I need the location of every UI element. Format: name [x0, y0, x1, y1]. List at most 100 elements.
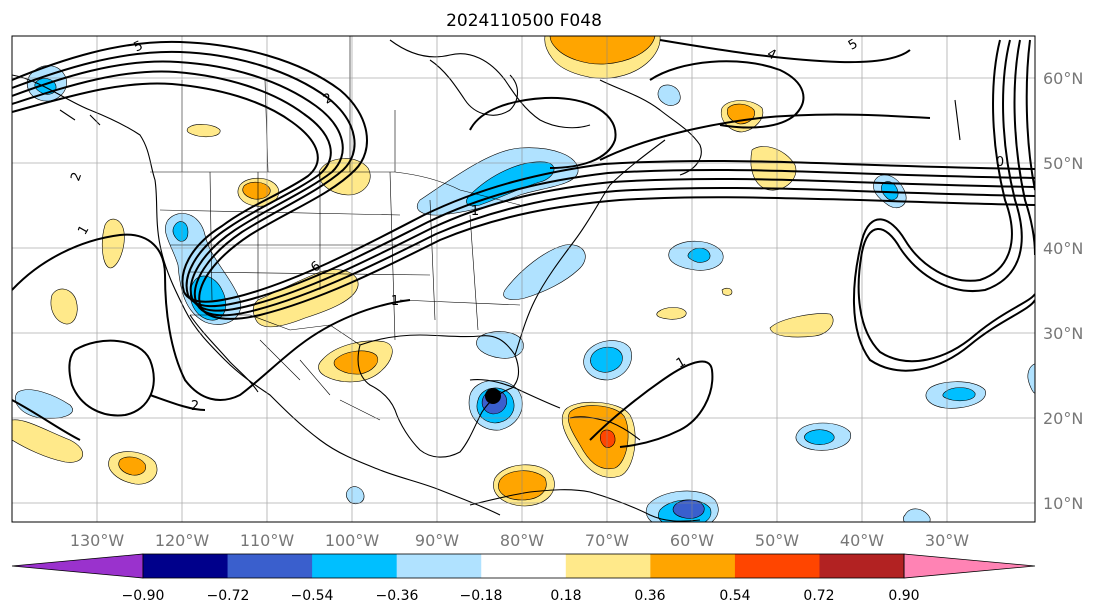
pos-anomaly-hispaniola-strong: [599, 429, 616, 448]
colorbar: [11, 553, 1036, 579]
colorbar-segment: [819, 554, 905, 578]
contour-jet-4: [12, 70, 1035, 308]
pos-anomaly-pacific-far-sw: [12, 419, 83, 463]
coastline-cuba: [469, 378, 561, 409]
colorbar-tick-label: 0.72: [803, 588, 834, 604]
contour-baja: [149, 394, 206, 411]
pos-anomaly-pac-small: [101, 218, 125, 269]
pos-anomaly-atl-2: [769, 313, 834, 338]
lon-label: 130°W: [70, 531, 125, 550]
neg-anomaly-bahamas-core: [590, 346, 623, 373]
map-title: 2024110500 F048: [446, 11, 602, 31]
neg-anomaly-central-atl-core: [804, 429, 835, 445]
pos-anomaly-pacific-mx-core: [118, 456, 146, 476]
contour-east-atl-trough-1: [853, 39, 1035, 372]
colorbar-tick-label: −0.90: [122, 588, 165, 604]
neg-anomaly-east-coast: [503, 244, 586, 300]
lat-label: 10°N: [1043, 494, 1083, 513]
lon-label: 30°W: [925, 531, 969, 550]
colorbar-segment: [312, 554, 398, 578]
colorbar-segment: [734, 554, 820, 578]
coastline-south-america: [469, 489, 701, 522]
contour-east-atl-trough-3: [1013, 39, 1035, 256]
coastline-baja: [189, 314, 259, 393]
neg-anomaly-hudson: [657, 84, 681, 106]
contour-labrador-2: [599, 113, 931, 161]
map-panel: 5 2 1 6 2 1 2 1 1 4 5 0: [12, 36, 1035, 522]
colorbar-segment: [396, 554, 482, 578]
lat-label: 50°N: [1043, 154, 1083, 173]
pos-anomaly-baja-west: [50, 288, 78, 325]
contour-labrador-1: [649, 60, 805, 129]
neg-anomaly-far-east: [1027, 363, 1035, 394]
colorbar-extend-low: [11, 553, 144, 579]
lat-label: 30°N: [1043, 324, 1083, 343]
contour-jet-3: [12, 60, 1035, 312]
coastline-pacific-islands: [59, 109, 101, 126]
lon-label: 110°W: [240, 531, 295, 550]
contour-gulf-loop: [68, 339, 155, 417]
colorbar-segment: [143, 554, 229, 578]
neg-anomaly-south-atl: [903, 508, 931, 522]
latitude-labels: 60°N 50°N 40°N 30°N 20°N 10°N: [1043, 69, 1083, 513]
contour-arctic-top: [659, 39, 911, 64]
neg-anomaly-east-atl-core: [942, 387, 976, 402]
contour-label: 2: [191, 399, 199, 414]
contour-southwest-edge: [12, 399, 81, 441]
colorbar-tick-label: −0.72: [207, 588, 250, 604]
pos-anomaly-bahamas-small: [721, 287, 733, 296]
height-contours: [12, 39, 1035, 448]
colorbar-segment: [650, 554, 736, 578]
lon-label: 70°W: [585, 531, 629, 550]
lon-label: 40°W: [840, 531, 884, 550]
storm-center-marker: [485, 388, 501, 404]
coastline-greenland: [954, 99, 961, 141]
lon-label: 80°W: [500, 531, 544, 550]
contour-label: 0: [996, 155, 1004, 170]
neg-anomaly-sw-us-2: [172, 221, 189, 242]
map-border: [11, 35, 1036, 523]
border-us-canada: [150, 171, 521, 206]
border-us-states-2: [159, 209, 521, 306]
colorbar-tick-label: 0.54: [719, 588, 750, 604]
colorbar-border: [142, 553, 905, 579]
contour-jet-2: [12, 50, 1035, 317]
lat-label: 60°N: [1043, 69, 1083, 88]
colorbar-tick-label: 0.36: [634, 588, 665, 604]
neg-anomaly-sa-strong: [672, 499, 705, 519]
neg-anomaly-florida: [476, 331, 524, 359]
pos-anomaly-labrador-north-core: [549, 36, 656, 65]
colorbar-tick-label: −0.36: [376, 588, 419, 604]
colorbar-tick-label: −0.18: [460, 588, 503, 604]
pos-anomaly-atl-small: [656, 307, 687, 320]
lon-label: 90°W: [415, 531, 459, 550]
colorbar-tick-labels: −0.90 −0.72 −0.54 −0.36 −0.18 0.18 0.36 …: [122, 588, 920, 604]
coastline-labrador: [599, 79, 702, 176]
contour-caribbean-1: [589, 360, 714, 448]
colorbar-segment: [481, 554, 567, 578]
colorbar-tick-label: 0.90: [888, 588, 919, 604]
coastline-east-us: [514, 139, 666, 356]
colorbar-segment: [227, 554, 313, 578]
lon-label: 60°W: [670, 531, 714, 550]
colorbar-extend-high: [903, 553, 1036, 579]
lat-label: 40°N: [1043, 239, 1083, 258]
coastline-gulf: [357, 334, 519, 458]
contour-label: 1: [391, 294, 399, 309]
colorbar-segment: [565, 554, 651, 578]
lat-label: 20°N: [1043, 409, 1083, 428]
contour-southern-ring: [12, 233, 411, 401]
contour-label: 1: [471, 204, 479, 219]
contour-east-atl-trough-2: [857, 39, 1035, 363]
graticule: [12, 36, 1035, 522]
contour-jet-5: [12, 82, 1035, 303]
coastline-north-america-west: [12, 74, 501, 516]
coastline-canada-arctic: [389, 39, 591, 129]
contour-east-atl-trough-4: [1025, 39, 1035, 191]
colorbar-tick-label: 0.18: [550, 588, 581, 604]
pos-anomaly-gulf-core: [333, 350, 379, 375]
neg-anomaly-pacific-sw: [14, 389, 73, 419]
longitude-labels: 130°W 120°W 110°W 100°W 90°W 80°W 70°W 6…: [70, 531, 969, 550]
colorbar-tick-label: −0.54: [291, 588, 334, 604]
pos-anomaly-canada-1: [186, 124, 221, 138]
